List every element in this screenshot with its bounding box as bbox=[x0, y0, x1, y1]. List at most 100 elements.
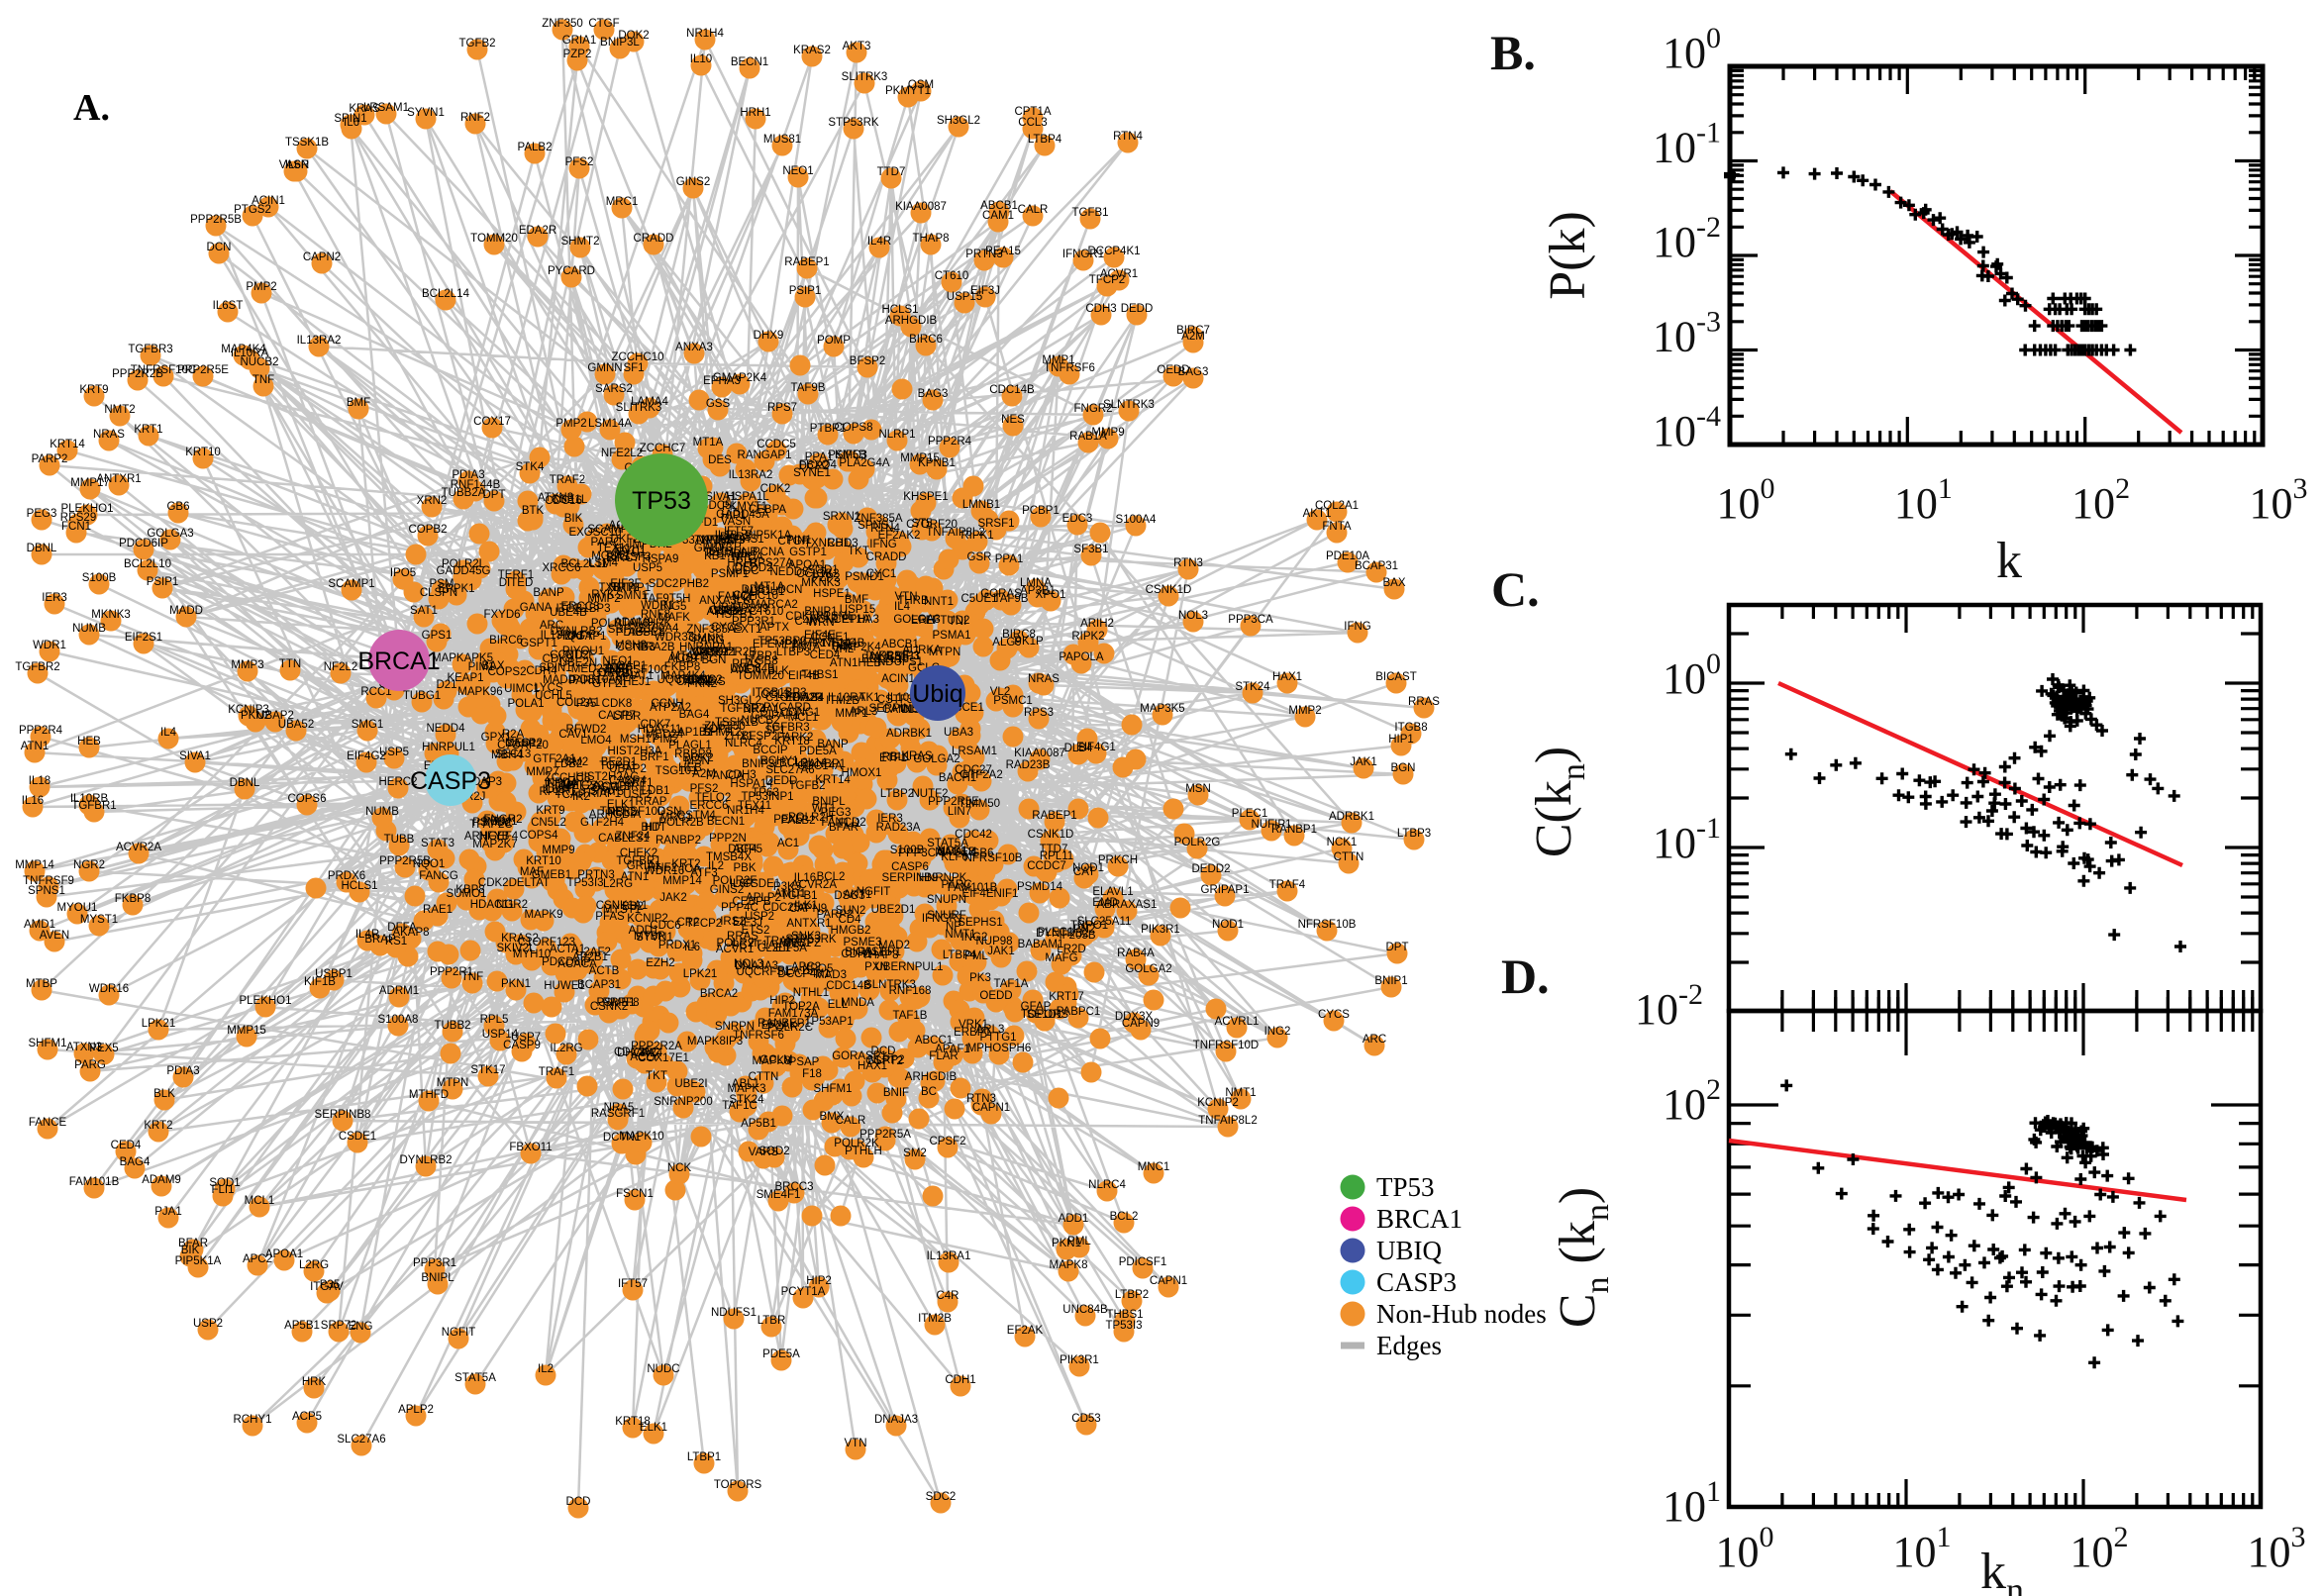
svg-text:NQO1: NQO1 bbox=[413, 858, 446, 870]
svg-text:TAF9T5H: TAF9T5H bbox=[643, 593, 691, 605]
svg-text:C(kn): C(kn) bbox=[1526, 747, 1592, 857]
svg-text:PSIP1: PSIP1 bbox=[789, 285, 822, 297]
svg-text:MYOU1: MYOU1 bbox=[57, 902, 98, 914]
svg-text:ZNF385A: ZNF385A bbox=[854, 513, 903, 525]
svg-text:HMGB2: HMGB2 bbox=[831, 925, 871, 937]
svg-text:POMP: POMP bbox=[817, 335, 851, 347]
svg-text:CAPN2: CAPN2 bbox=[303, 251, 341, 263]
svg-text:FXYD6: FXYD6 bbox=[483, 609, 520, 621]
svg-text:GMEB1: GMEB1 bbox=[532, 869, 571, 881]
svg-text:TGFB1: TGFB1 bbox=[1071, 207, 1108, 219]
svg-text:TGFBR3: TGFBR3 bbox=[128, 344, 172, 355]
svg-text:SNRPN: SNRPN bbox=[715, 1021, 755, 1033]
svg-text:IL16: IL16 bbox=[22, 795, 44, 807]
svg-text:NR1H4: NR1H4 bbox=[686, 28, 724, 40]
svg-text:FNTA: FNTA bbox=[1322, 521, 1352, 533]
svg-text:BFAR: BFAR bbox=[178, 1238, 208, 1249]
svg-text:GSN: GSN bbox=[657, 806, 682, 818]
svg-text:MMP2: MMP2 bbox=[1288, 705, 1321, 717]
svg-text:KBP8: KBP8 bbox=[455, 884, 484, 896]
svg-text:UBAP2: UBAP2 bbox=[256, 710, 294, 722]
svg-text:IL13RA2: IL13RA2 bbox=[729, 469, 773, 481]
svg-text:CABLES1: CABLES1 bbox=[598, 833, 650, 845]
svg-text:IL6ST: IL6ST bbox=[213, 300, 244, 312]
svg-text:PKN1: PKN1 bbox=[501, 978, 531, 990]
svg-text:LTBP4: LTBP4 bbox=[1028, 134, 1062, 146]
svg-text:THAP8: THAP8 bbox=[912, 233, 949, 245]
svg-text:TNFRSF10C: TNFRSF10C bbox=[131, 364, 196, 376]
svg-text:OEDD: OEDD bbox=[979, 990, 1012, 1002]
svg-text:RTN3: RTN3 bbox=[966, 1093, 996, 1105]
svg-text:BFSP2: BFSP2 bbox=[850, 355, 885, 367]
svg-text:VTN: VTN bbox=[845, 1438, 867, 1449]
svg-text:KRAS2: KRAS2 bbox=[793, 45, 831, 56]
svg-text:AKT1: AKT1 bbox=[1303, 508, 1332, 520]
svg-text:DNAJA3: DNAJA3 bbox=[874, 1414, 918, 1426]
svg-text:NDUFS1: NDUFS1 bbox=[711, 1307, 757, 1319]
svg-text:BABAM1: BABAM1 bbox=[1018, 939, 1064, 950]
svg-text:RANBP1: RANBP1 bbox=[1271, 824, 1317, 836]
svg-text:EIF3J: EIF3J bbox=[970, 285, 1000, 297]
svg-text:WDR16: WDR16 bbox=[89, 983, 129, 995]
svg-text:SNUPN: SNUPN bbox=[927, 894, 966, 906]
svg-text:LMNA: LMNA bbox=[1020, 577, 1052, 589]
svg-text:RIPK2: RIPK2 bbox=[1071, 631, 1104, 643]
svg-text:MAD3: MAD3 bbox=[815, 969, 847, 981]
svg-text:TRA2B: TRA2B bbox=[638, 642, 674, 653]
svg-text:HUWE1: HUWE1 bbox=[544, 980, 585, 992]
svg-text:k: k bbox=[1996, 533, 2022, 589]
svg-text:RTN4: RTN4 bbox=[1113, 131, 1143, 143]
svg-text:TTD7: TTD7 bbox=[877, 166, 906, 178]
svg-text:TRAF4: TRAF4 bbox=[1269, 879, 1306, 891]
svg-text:RANBEP1: RANBEP1 bbox=[758, 1018, 811, 1030]
svg-text:CASP3: CASP3 bbox=[1376, 1267, 1457, 1297]
svg-text:ETS2: ETS2 bbox=[742, 925, 770, 937]
svg-text:NF2L2: NF2L2 bbox=[324, 661, 358, 673]
svg-text:SNK3: SNK3 bbox=[791, 931, 821, 943]
svg-text:SEPHS1: SEPHS1 bbox=[958, 917, 1002, 929]
svg-text:NUP98: NUP98 bbox=[975, 936, 1012, 948]
svg-text:DBNL: DBNL bbox=[27, 543, 57, 554]
svg-text:EPHA3: EPHA3 bbox=[703, 375, 741, 387]
svg-text:PARG: PARG bbox=[74, 1059, 106, 1071]
svg-text:MT1A: MT1A bbox=[693, 437, 724, 449]
svg-text:WDR1: WDR1 bbox=[33, 640, 66, 651]
svg-text:LTBP2: LTBP2 bbox=[1115, 1289, 1149, 1301]
svg-text:TGFBR2: TGFBR2 bbox=[15, 661, 59, 673]
svg-text:ZNF350: ZNF350 bbox=[542, 18, 583, 30]
svg-text:B.: B. bbox=[1490, 25, 1536, 80]
svg-text:UBA3: UBA3 bbox=[944, 727, 973, 739]
svg-text:RANBP2: RANBP2 bbox=[656, 835, 701, 847]
svg-text:IL13RA1: IL13RA1 bbox=[927, 1250, 971, 1262]
svg-text:FLI1: FLI1 bbox=[211, 1184, 234, 1196]
svg-text:WT1: WT1 bbox=[812, 803, 836, 815]
svg-text:ABCB1: ABCB1 bbox=[980, 200, 1018, 212]
svg-text:COPS2: COPS2 bbox=[488, 666, 527, 678]
svg-text:MMP3: MMP3 bbox=[231, 659, 263, 671]
svg-text:BAX: BAX bbox=[1382, 577, 1405, 589]
svg-text:HNRPUL1: HNRPUL1 bbox=[422, 742, 475, 753]
svg-text:MADD: MADD bbox=[169, 605, 203, 617]
svg-text:PDE5A: PDE5A bbox=[762, 1348, 800, 1360]
svg-text:UBERNPUL1: UBERNPUL1 bbox=[874, 961, 943, 973]
svg-text:DES: DES bbox=[708, 454, 732, 466]
svg-text:D.: D. bbox=[1501, 948, 1550, 1004]
svg-text:POLR2I: POLR2I bbox=[717, 938, 758, 949]
svg-text:MAFG: MAFG bbox=[1045, 952, 1077, 964]
svg-text:STAT5A: STAT5A bbox=[454, 1372, 496, 1384]
svg-text:USBP1: USBP1 bbox=[315, 968, 353, 980]
svg-text:C7ORF20: C7ORF20 bbox=[497, 740, 549, 751]
svg-text:SHFM1: SHFM1 bbox=[29, 1038, 67, 1049]
svg-text:MPHOSPH6: MPHOSPH6 bbox=[967, 1043, 1032, 1054]
svg-text:NUCB2: NUCB2 bbox=[241, 356, 279, 368]
svg-text:TP53: TP53 bbox=[1376, 1172, 1435, 1202]
svg-text:FANCG: FANCG bbox=[419, 870, 458, 882]
svg-text:ANTXR1: ANTXR1 bbox=[96, 473, 141, 485]
svg-text:PSMF1: PSMF1 bbox=[711, 568, 749, 580]
svg-text:BACH1: BACH1 bbox=[939, 772, 976, 784]
svg-text:DCN: DCN bbox=[207, 242, 232, 253]
svg-text:PDCD6IP: PDCD6IP bbox=[119, 538, 168, 549]
svg-text:KIAA0087: KIAA0087 bbox=[895, 201, 947, 213]
svg-text:RNF2: RNF2 bbox=[460, 112, 490, 124]
svg-text:NLRP1: NLRP1 bbox=[878, 429, 915, 441]
